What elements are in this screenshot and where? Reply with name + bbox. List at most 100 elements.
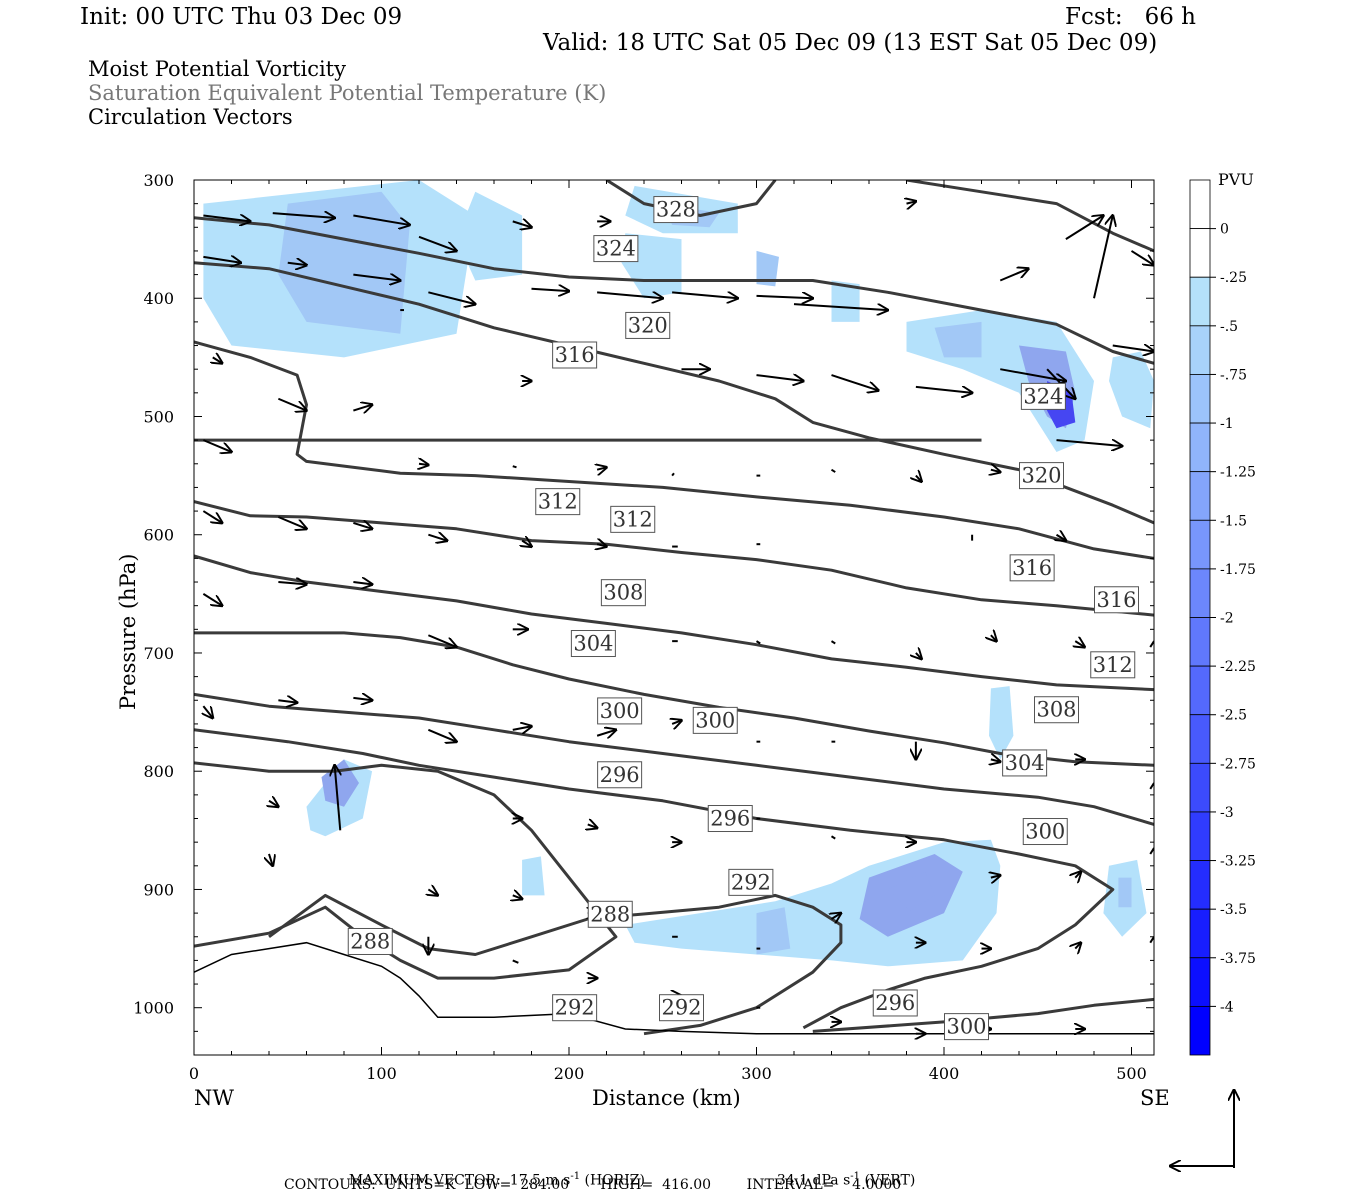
contour-label: 288 — [590, 902, 630, 926]
pv-shade-region — [831, 280, 860, 322]
theta-es-contour-296 — [194, 728, 1115, 1030]
colorbar-segment — [1189, 568, 1211, 618]
init-time: Init: 00 UTC Thu 03 Dec 09 — [80, 4, 403, 30]
colorbar-label: -1.25 — [1220, 465, 1256, 481]
circulation-vector — [1149, 640, 1154, 648]
contour-label-box — [872, 989, 918, 1017]
pv-shade-region — [522, 856, 545, 896]
circulation-vector — [1149, 936, 1154, 944]
contour-label-box — [600, 579, 646, 607]
contour-label: 304 — [573, 632, 613, 656]
contour-label-box — [1094, 586, 1139, 614]
y-tick-label: 800 — [143, 762, 174, 781]
contour-label-box — [659, 994, 704, 1022]
pv-shade-region — [278, 191, 410, 334]
colorbar-segment — [1189, 422, 1211, 473]
contour-label: 324 — [1023, 384, 1063, 408]
circulation-vector — [272, 213, 335, 218]
circulation-vector — [756, 296, 813, 298]
contour-label: 292 — [661, 996, 701, 1020]
theta-es-contour-324 — [194, 216, 1154, 365]
theta-es-contour-328 — [906, 180, 1154, 253]
circulation-vector — [1057, 535, 1066, 541]
circulation-vector — [916, 653, 922, 659]
theta-es-contour-304 — [194, 631, 1154, 767]
circulation-vector — [1065, 215, 1104, 240]
circulation-vector — [427, 728, 456, 742]
contour-label-box — [597, 697, 643, 725]
x-end-label-right: SE — [1140, 1086, 1170, 1110]
circulation-vector — [991, 470, 1000, 472]
colorbar-segment — [1189, 617, 1211, 667]
circulation-vector — [428, 291, 475, 304]
circulation-vector — [1112, 346, 1154, 352]
circulation-vector — [756, 375, 804, 381]
contour-label-box — [552, 341, 598, 369]
theta-es-contour-300 — [194, 692, 1154, 826]
colorbar-segment — [1189, 908, 1211, 959]
circulation-vector — [596, 730, 616, 736]
colorbar-segment — [1189, 665, 1211, 716]
circulation-vector — [269, 853, 273, 866]
contour-label: 316 — [1012, 556, 1052, 580]
circulation-vector — [1056, 440, 1123, 446]
contour-label-box — [587, 900, 633, 928]
exp-vert: -1 — [850, 1171, 861, 1182]
circulation-vector — [513, 895, 522, 899]
contour-label-box — [1020, 382, 1066, 410]
circulation-vector — [287, 263, 307, 265]
max-vector-horiz-end: (HORIZ) — [580, 1172, 645, 1189]
contour-label-box — [1034, 696, 1079, 724]
contour-label-box — [653, 196, 699, 224]
colorbar-label: -.25 — [1220, 270, 1247, 286]
contour-label: 312 — [1093, 653, 1133, 677]
circulation-vector — [830, 835, 836, 840]
y-tick-label: 1000 — [133, 999, 174, 1018]
contour-label: 296 — [600, 763, 640, 787]
circulation-vector — [335, 765, 341, 831]
contour-label-box — [570, 630, 616, 658]
colorbar-segment — [1189, 714, 1211, 764]
circulation-vector — [597, 292, 663, 298]
colorbar-label: -.75 — [1220, 367, 1247, 383]
colorbar-segment — [1189, 325, 1211, 375]
footer-contours: CONTOURS: UNITS=K LOW= 284.00 HIGH= 416.… — [284, 1177, 902, 1193]
colorbar-label: -3.75 — [1220, 951, 1256, 967]
circulation-vector — [831, 374, 879, 390]
theta-es-contour-292 — [268, 893, 843, 1036]
circulation-vector — [427, 634, 456, 647]
colorbar-label: -3 — [1220, 805, 1234, 821]
pv-shade-region — [456, 191, 523, 281]
circulation-vector — [597, 467, 606, 469]
colorbar-unit: PVU — [1218, 170, 1254, 189]
colorbar-label: -2 — [1220, 611, 1234, 627]
contour-label: 296 — [875, 991, 915, 1015]
colorbar-segment — [1189, 374, 1211, 424]
footer-max-vector: MAXIMUM VECTOR: 17.5 m s-1 (HORIZ) — [340, 1158, 645, 1188]
theta-es-contour-312 — [194, 500, 1154, 617]
colorbar-label: -2.5 — [1220, 708, 1247, 724]
circulation-vector — [991, 875, 1000, 877]
plot-frame — [193, 179, 1155, 1056]
max-vector-horiz: MAXIMUM VECTOR: 17.5 m s — [348, 1172, 571, 1189]
theta-es-contour-300 — [812, 997, 1154, 1033]
circulation-vector — [203, 215, 250, 221]
contour-label-box — [1090, 651, 1136, 679]
colorbar-segment — [1189, 762, 1211, 813]
y-tick-label: 700 — [143, 644, 174, 663]
circulation-vector — [353, 275, 400, 281]
colorbar-label: -.5 — [1220, 319, 1238, 335]
contour-label-box — [597, 761, 643, 789]
x-tick-label: 400 — [929, 1064, 960, 1083]
forecast-hour: Fcst: 66 h — [1065, 4, 1196, 30]
y-axis-title: Pressure (hPa) — [116, 553, 140, 710]
circulation-vector — [522, 541, 531, 547]
contour-label-box — [1009, 554, 1055, 582]
circulation-vector — [512, 959, 519, 964]
circulation-vector — [830, 640, 836, 645]
colorbar-segment — [1189, 276, 1211, 327]
colorbar-label: -4 — [1220, 999, 1234, 1015]
circulation-vector — [1075, 641, 1084, 647]
circulation-vector — [353, 698, 372, 700]
